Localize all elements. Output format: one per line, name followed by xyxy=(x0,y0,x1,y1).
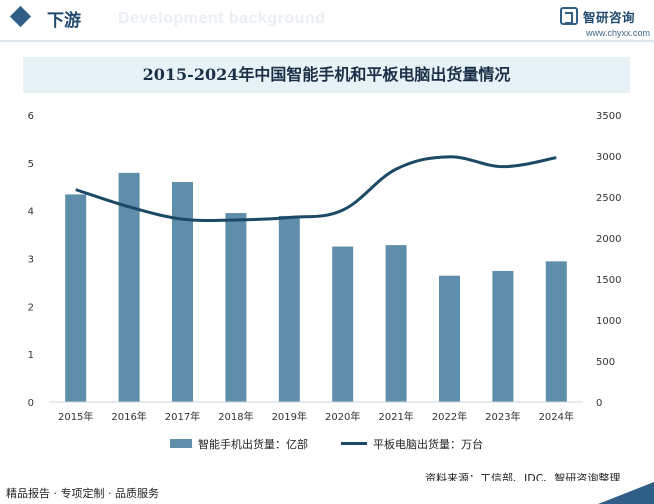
right-axis-tick-label: 1000 xyxy=(596,316,621,327)
x-axis-tick-label: 2019年 xyxy=(272,410,307,423)
x-axis-tick-label: 2015年 xyxy=(58,410,93,423)
right-axis-tick-label: 0 xyxy=(596,398,602,409)
x-axis-tick-label: 2016年 xyxy=(111,410,146,423)
section-title: 下游 xyxy=(47,11,81,31)
header-divider xyxy=(0,40,654,42)
right-axis-tick-label: 500 xyxy=(596,357,615,368)
left-axis-tick-label: 6 xyxy=(28,111,34,122)
footer-slogan: 精品报告 · 专项定制 · 品质服务 xyxy=(6,487,159,500)
smartphone-bar xyxy=(385,245,407,402)
x-axis-tick-label: 2023年 xyxy=(485,410,520,423)
left-axis-tick-label: 3 xyxy=(28,255,34,266)
tablet-shipment-line xyxy=(75,155,557,223)
left-axis-tick-label: 2 xyxy=(28,302,34,313)
brand-logo-icon xyxy=(560,7,578,25)
smartphone-bar xyxy=(65,194,87,402)
legend-line-swatch xyxy=(341,442,367,445)
smartphone-bar xyxy=(118,172,140,402)
legend-label-smartphone: 智能手机出货量：亿部 xyxy=(198,438,308,451)
right-axis-tick-label: 2000 xyxy=(596,234,621,245)
right-axis-tick-label: 3500 xyxy=(596,111,621,122)
diamond-icon xyxy=(9,5,32,28)
x-axis-tick-label: 2018年 xyxy=(218,410,253,423)
smartphone-bars xyxy=(65,172,567,402)
brand-url[interactable]: www.chyxx.com xyxy=(586,28,651,38)
left-axis-tick-label: 5 xyxy=(28,159,34,170)
shipment-chart: 0 1 2 3 4 5 6 0 500 1000 1500 2000 2500 3000 3500 201… xyxy=(28,111,622,423)
smartphone-bar xyxy=(278,215,300,402)
footer-corner-decoration xyxy=(598,482,654,504)
x-axis-tick-label: 2020年 xyxy=(325,410,360,423)
brand-name: 智研咨询 xyxy=(583,10,636,25)
left-axis-tick-label: 4 xyxy=(28,207,34,218)
smartphone-bar xyxy=(545,261,567,402)
header-bar: 下游 Development background 智研咨询 www.chyxx… xyxy=(0,0,654,40)
legend-bar-swatch xyxy=(170,439,192,448)
smartphone-bar xyxy=(172,181,193,402)
tablet-line-series xyxy=(75,155,557,223)
chart-title-band: 2015-2024年中国智能手机和平板电脑出货量情况 xyxy=(23,57,630,93)
right-axis-labels: 0 500 1000 1500 2000 2500 3000 3500 xyxy=(596,111,621,409)
right-axis-tick-label: 1500 xyxy=(596,275,621,286)
right-axis-tick-label: 2500 xyxy=(596,193,621,204)
x-axis-tick-label: 2022年 xyxy=(432,410,467,423)
smartphone-bar xyxy=(492,270,514,402)
legend-label-tablet: 平板电脑出货量：万台 xyxy=(373,438,483,451)
left-axis-tick-label: 0 xyxy=(28,398,34,409)
smartphone-bar xyxy=(225,213,247,402)
left-axis-tick-label: 1 xyxy=(28,350,34,361)
smartphone-bar xyxy=(439,275,460,402)
header-watermark: Development background xyxy=(118,10,326,27)
right-axis-tick-label: 3000 xyxy=(596,152,621,163)
chart-title: 2015-2024年中国智能手机和平板电脑出货量情况 xyxy=(142,65,511,84)
x-axis-tick-label: 2021年 xyxy=(378,410,413,423)
x-axis-tick-label: 2024年 xyxy=(539,410,574,423)
footer-bar xyxy=(0,481,654,504)
x-axis-labels: 2015年 2016年 2017年 2018年 2019年 2020年 2021年 2022年… xyxy=(58,410,574,423)
left-axis-labels: 0 1 2 3 4 5 6 xyxy=(28,111,34,409)
x-axis-tick-label: 2017年 xyxy=(165,410,200,423)
smartphone-bar xyxy=(332,246,354,402)
